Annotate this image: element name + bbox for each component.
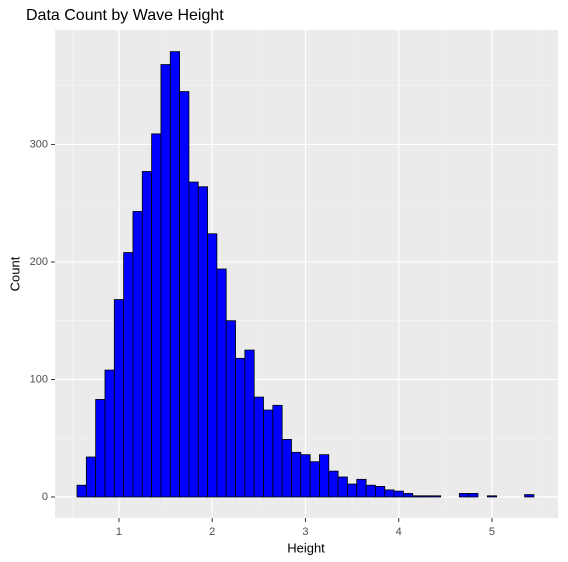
bar bbox=[300, 454, 311, 498]
bar bbox=[132, 211, 143, 498]
bar bbox=[384, 489, 395, 498]
y-tick-label: 0 bbox=[42, 491, 48, 503]
bar bbox=[95, 399, 106, 498]
x-tick-label: 2 bbox=[209, 526, 215, 538]
chart-title: Data Count by Wave Height bbox=[26, 7, 224, 24]
bar bbox=[85, 456, 97, 498]
x-tick-label: 5 bbox=[489, 526, 495, 538]
bar bbox=[393, 490, 404, 498]
bar bbox=[281, 438, 292, 498]
bar bbox=[151, 133, 162, 498]
bar bbox=[104, 369, 115, 498]
bar bbox=[319, 454, 330, 498]
bar bbox=[123, 252, 134, 498]
bar bbox=[244, 349, 255, 498]
bar bbox=[486, 495, 498, 498]
bar bbox=[169, 51, 180, 498]
bar bbox=[328, 470, 339, 498]
x-tick-label: 3 bbox=[302, 526, 308, 538]
bar bbox=[253, 396, 264, 498]
bar bbox=[207, 233, 218, 498]
y-axis-label: Count bbox=[7, 256, 22, 291]
bar bbox=[524, 494, 535, 498]
bar bbox=[402, 493, 414, 498]
bar bbox=[179, 91, 190, 498]
x-tick-label: 4 bbox=[396, 526, 402, 538]
bar bbox=[468, 493, 479, 498]
bar bbox=[291, 451, 302, 498]
bar bbox=[337, 476, 348, 498]
bar bbox=[188, 181, 199, 498]
bar bbox=[235, 357, 246, 498]
bar bbox=[356, 478, 367, 498]
bar bbox=[309, 461, 320, 498]
bar bbox=[347, 483, 358, 498]
y-tick-label: 300 bbox=[30, 138, 48, 150]
bar bbox=[430, 495, 442, 498]
bar bbox=[365, 484, 376, 498]
bar bbox=[76, 484, 87, 498]
bar bbox=[263, 409, 274, 498]
y-tick-label: 100 bbox=[30, 373, 48, 385]
bar bbox=[197, 186, 208, 498]
bar bbox=[421, 495, 432, 498]
bar bbox=[216, 268, 227, 498]
x-axis-label: Height bbox=[287, 540, 325, 555]
y-tick-label: 200 bbox=[30, 256, 48, 268]
x-tick-label: 1 bbox=[116, 526, 122, 538]
bar bbox=[458, 493, 470, 498]
bar bbox=[113, 299, 125, 498]
bar bbox=[272, 404, 283, 498]
bar bbox=[225, 320, 236, 498]
bar bbox=[412, 495, 423, 498]
bar bbox=[141, 171, 153, 498]
bar bbox=[160, 64, 171, 498]
bar bbox=[375, 485, 386, 498]
